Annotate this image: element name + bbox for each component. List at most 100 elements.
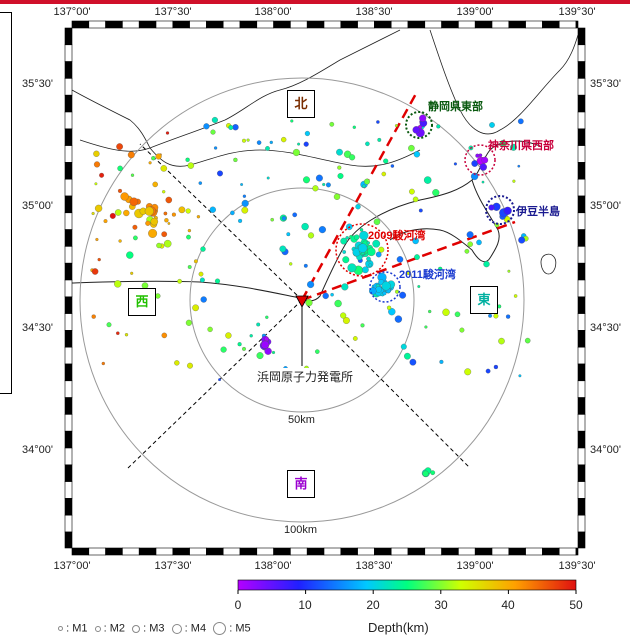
cluster-izu xyxy=(485,195,515,225)
earthquake-dot xyxy=(237,342,242,347)
earthquake-dot xyxy=(91,268,99,275)
cluster-2011 xyxy=(369,271,401,303)
earthquake-dot xyxy=(165,196,173,204)
earthquake-dot xyxy=(342,250,347,254)
frame-segment xyxy=(64,397,73,415)
frame-segment xyxy=(577,279,586,298)
earthquake-dot xyxy=(395,289,399,294)
frame-segment xyxy=(64,498,73,516)
frame-segment xyxy=(206,20,224,29)
legend-symbol-m5 xyxy=(213,622,227,635)
earthquake-dot xyxy=(256,322,261,327)
frame-segment xyxy=(424,20,442,29)
sector-line-nw xyxy=(139,143,303,301)
earthquake-dot xyxy=(488,313,493,318)
frame-segment xyxy=(222,547,241,556)
earthquake-dot xyxy=(171,212,176,217)
colorbar-label: Depth(km) xyxy=(368,620,429,635)
earthquake-dot xyxy=(365,141,370,147)
frame-segment xyxy=(577,94,586,113)
earthquake-dot xyxy=(185,319,192,326)
earthquake-dot xyxy=(322,292,329,300)
ring-100km xyxy=(79,77,525,523)
frame-segment xyxy=(64,414,73,432)
earthquake-dot xyxy=(116,331,120,335)
earthquake-dot xyxy=(352,336,358,341)
frame-segment xyxy=(172,547,190,556)
earthquake-dot xyxy=(432,189,440,197)
frame-segment xyxy=(525,547,543,556)
earthquake-dot xyxy=(345,236,349,240)
frame-segment xyxy=(64,262,73,281)
direction-south: 南 xyxy=(287,470,315,498)
earthquake-dot xyxy=(124,333,129,337)
earthquake-dot xyxy=(375,251,382,258)
earthquake-dot xyxy=(261,340,270,349)
earthquake-dot xyxy=(301,222,309,231)
earthquake-dot xyxy=(481,156,489,164)
legend-symbol-m1 xyxy=(58,626,63,631)
lat-label-left: 34°30' xyxy=(22,322,53,334)
earthquake-dot xyxy=(337,173,344,179)
boundary-mid xyxy=(149,147,421,167)
earthquake-dot xyxy=(518,236,526,244)
earthquake-dot xyxy=(493,364,499,370)
frame-segment xyxy=(441,20,459,29)
frame-segment xyxy=(577,162,586,180)
earthquake-dot xyxy=(430,470,436,476)
earthquake-dot xyxy=(187,162,195,169)
frame-segment xyxy=(138,547,157,556)
earthquake-dot xyxy=(330,292,334,297)
earthquake-dot xyxy=(378,246,385,253)
earthquake-dot xyxy=(464,368,472,376)
legend-label-m5: : M5 xyxy=(229,622,251,635)
frame-segment xyxy=(323,20,342,29)
earthquake-dot xyxy=(198,271,204,277)
frame-segment xyxy=(577,27,586,46)
ring-label-50km: 50km xyxy=(288,414,315,426)
earthquake-dot xyxy=(207,326,213,333)
earthquake-dot xyxy=(315,174,323,182)
earthquake-dot xyxy=(422,470,429,477)
earthquake-dot xyxy=(91,211,95,216)
earthquake-dot xyxy=(144,206,154,216)
legend-label-m4: : M4 xyxy=(184,622,207,635)
earthquake-dot xyxy=(318,226,326,234)
earthquake-dot xyxy=(483,260,490,268)
earthquake-dot xyxy=(297,142,301,146)
earthquake-dot xyxy=(242,346,246,351)
earthquake-dot xyxy=(383,158,389,164)
earthquake-dot xyxy=(186,234,191,240)
earthquake-dot xyxy=(381,171,387,177)
earthquake-dot xyxy=(349,154,356,161)
earthquake-dot xyxy=(399,291,407,299)
earthquake-dot xyxy=(489,122,495,128)
earthquake-dot xyxy=(185,157,190,162)
lon-label-top: 139°00' xyxy=(456,6,494,18)
earthquake-dot xyxy=(279,245,287,253)
earthquake-dot xyxy=(342,317,350,324)
boundary-east xyxy=(429,29,578,135)
frame-segment xyxy=(441,547,459,556)
earthquake-dot xyxy=(163,211,168,216)
earthquake-dot xyxy=(225,332,232,339)
earthquake-dot xyxy=(266,176,270,180)
earthquake-dot xyxy=(265,315,269,319)
earthquake-dot xyxy=(162,190,166,194)
earthquake-dot xyxy=(91,314,96,319)
earthquake-dot xyxy=(497,304,502,309)
frame-segment xyxy=(374,547,392,556)
earthquake-dot xyxy=(382,291,387,296)
colorbar-tick-marks xyxy=(237,590,577,594)
legend-symbol-m3 xyxy=(132,624,141,633)
lat-label-left: 35°00' xyxy=(22,200,53,212)
frame-segment xyxy=(577,531,586,549)
earthquake-dot xyxy=(406,270,411,276)
colorbar-tick: 0 xyxy=(234,598,242,612)
frame-segment xyxy=(64,111,73,130)
earthquake-dot xyxy=(507,269,511,273)
frame-segment xyxy=(577,128,586,146)
earthquake-dot xyxy=(340,237,348,245)
earthquake-dot xyxy=(390,164,395,168)
earthquake-dot xyxy=(404,352,411,360)
